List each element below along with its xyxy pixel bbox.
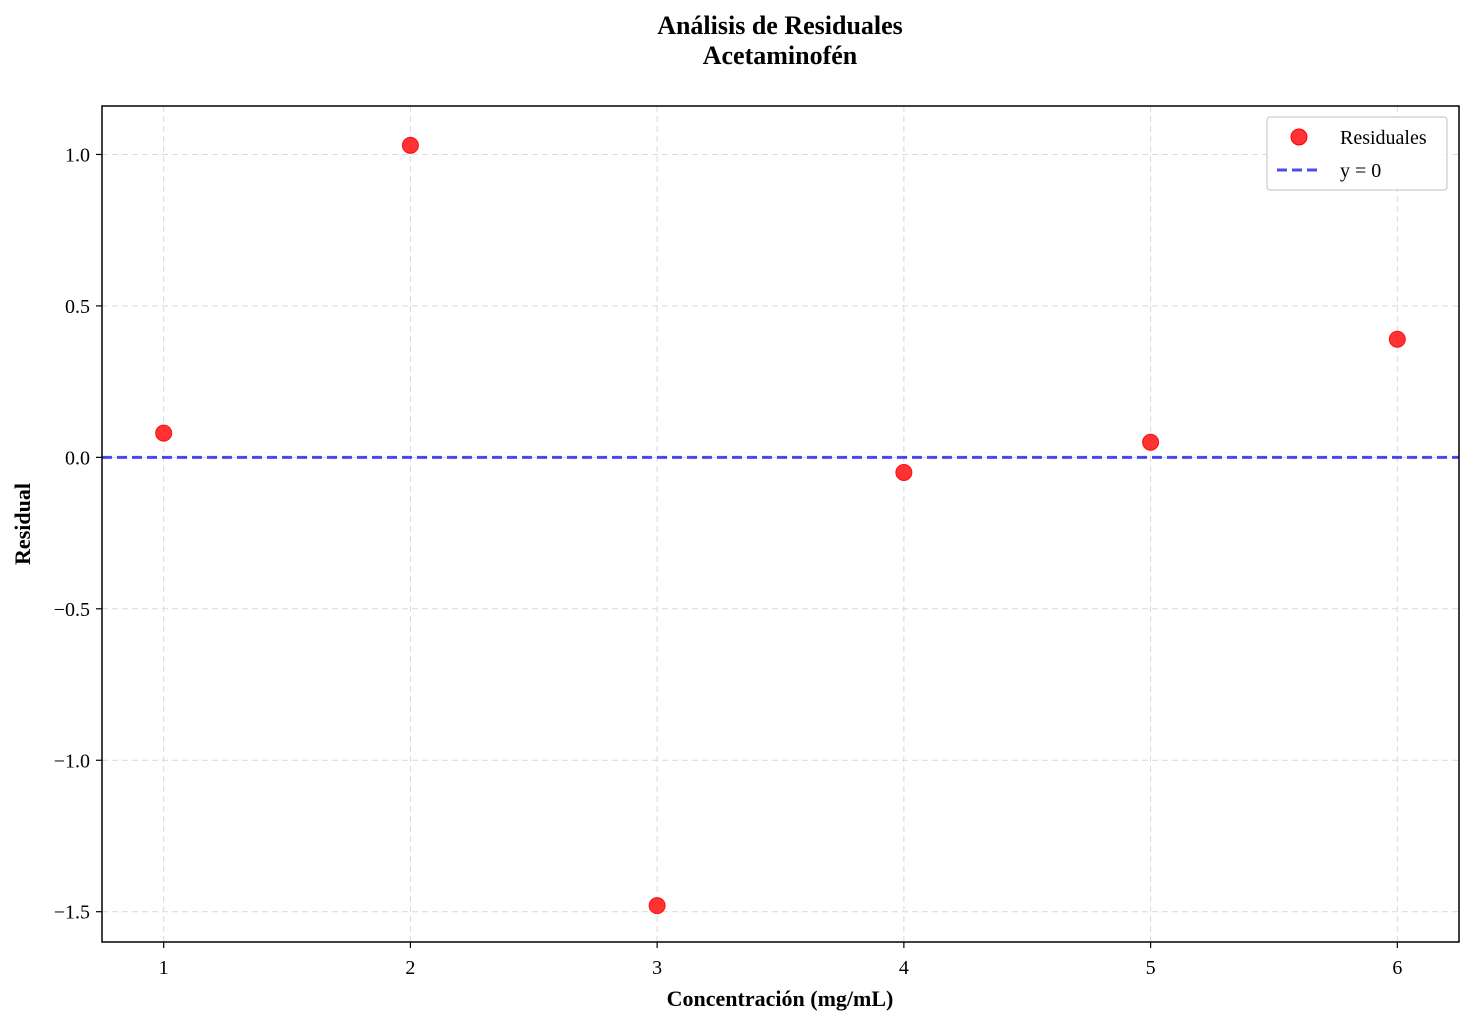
legend: Residuales y = 0 bbox=[1266, 116, 1448, 191]
residual-point bbox=[1142, 433, 1160, 451]
legend-marker-residuales bbox=[1290, 128, 1308, 146]
residual-point bbox=[1388, 330, 1406, 348]
y-axis-label: Residual bbox=[10, 483, 35, 565]
x-tick-label: 4 bbox=[899, 957, 909, 979]
y-tick-label: −1.0 bbox=[54, 750, 90, 772]
x-tick-label: 6 bbox=[1392, 957, 1402, 979]
x-tick-label: 3 bbox=[652, 957, 662, 979]
plot-frame bbox=[101, 105, 1460, 943]
x-axis-ticks: 1 2 3 4 5 6 bbox=[159, 942, 1402, 979]
x-tick-label: 1 bbox=[159, 957, 169, 979]
y-tick-label: 0.5 bbox=[65, 296, 90, 318]
y-tick-label: −1.5 bbox=[54, 902, 90, 924]
residual-point bbox=[648, 897, 666, 915]
legend-label-residuales: Residuales bbox=[1340, 127, 1427, 149]
legend-label-zero-line: y = 0 bbox=[1340, 160, 1381, 182]
y-tick-label: −0.5 bbox=[54, 599, 90, 621]
y-tick-label: 0.0 bbox=[65, 447, 90, 469]
scatter-points bbox=[155, 136, 1406, 915]
residual-point bbox=[895, 464, 913, 482]
y-tick-label: 1.0 bbox=[65, 144, 90, 166]
x-tick-label: 5 bbox=[1146, 957, 1156, 979]
x-axis-label: Concentración (mg/mL) bbox=[667, 986, 894, 1011]
residual-point bbox=[401, 136, 419, 154]
chart-subtitle: Acetaminofén bbox=[703, 41, 858, 70]
grid-lines bbox=[102, 106, 1459, 942]
legend-box bbox=[1266, 116, 1448, 191]
chart-title: Análisis de Residuales bbox=[657, 11, 903, 40]
residual-point bbox=[155, 424, 173, 442]
y-axis-ticks: 1.0 0.5 0.0 −0.5 −1.0 −1.5 bbox=[54, 144, 102, 924]
x-tick-label: 2 bbox=[405, 957, 415, 979]
